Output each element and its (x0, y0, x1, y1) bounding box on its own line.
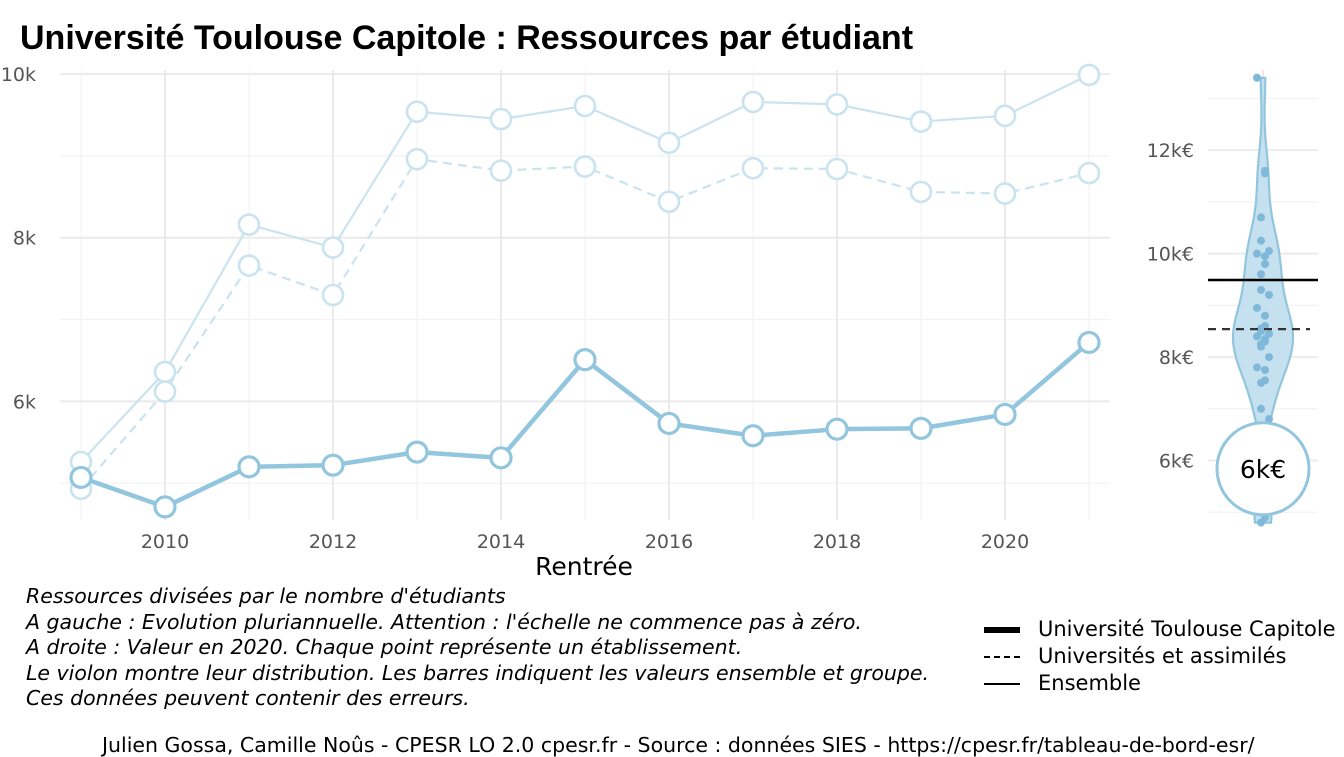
data-point (825, 93, 849, 116)
data-point (573, 348, 597, 372)
highlight-value-label: 6k€ (1240, 455, 1286, 484)
data-point (993, 402, 1017, 427)
chart-title: Université Toulouse Capitole : Ressource… (20, 19, 913, 57)
violin-point (1261, 252, 1269, 261)
violin-point (1261, 259, 1269, 268)
data-point (153, 495, 177, 519)
data-point (741, 424, 765, 448)
data-point (573, 94, 597, 118)
data-point (405, 440, 429, 464)
x-tick-label: 2020 (981, 531, 1029, 553)
y-tick-label: 10k (1, 64, 36, 86)
violin-point (1257, 285, 1265, 294)
data-point (153, 380, 177, 403)
violin-point (1253, 303, 1261, 312)
legend-item: Université Toulouse Capitole (984, 616, 1336, 643)
source-caption: Julien Gossa, Camille Noûs - CPESR LO 2.… (102, 733, 1255, 757)
data-point (489, 159, 513, 182)
data-point (741, 90, 765, 114)
x-tick-label: 2016 (645, 531, 693, 553)
violin-point (1261, 311, 1269, 320)
violin-point (1265, 291, 1273, 299)
data-point (909, 110, 933, 133)
x-tick-label: 2012 (309, 531, 357, 553)
violin-point (1257, 270, 1265, 279)
violin-point (1265, 353, 1273, 362)
data-point (741, 156, 765, 180)
violin-point (1265, 415, 1273, 424)
violin-tick-label: 10k€ (1147, 244, 1194, 266)
violin-point (1261, 169, 1269, 178)
legend-label: Ensemble (1038, 671, 1141, 695)
violin-point (1253, 332, 1261, 341)
line-chart-panel: 2010 2012 2014 2016 2018 2020 6k 8k 10k (1, 63, 1110, 553)
legend: Université Toulouse Capitole Universités… (984, 616, 1336, 697)
data-point (825, 157, 849, 181)
y-tick-label: 8k (13, 228, 36, 250)
data-point (657, 131, 681, 155)
data-point (825, 417, 849, 441)
violin-tick-label: 6k€ (1159, 451, 1194, 473)
x-tick-label: 2018 (813, 531, 861, 553)
data-point (321, 283, 345, 307)
data-point (993, 182, 1017, 205)
data-point (1077, 63, 1101, 87)
violin-point (1257, 342, 1265, 351)
legend-item: Universités et assimilés (984, 643, 1336, 670)
data-point (405, 100, 429, 124)
data-point (321, 236, 345, 259)
data-point (1077, 330, 1101, 355)
violin-chart-panel: 6k€ 8k€ 10k€ 12k€ 6k€ (1147, 70, 1318, 527)
chart-notes: Ressources divisées par le nombre d'étud… (26, 584, 929, 712)
legend-item: Ensemble (984, 670, 1336, 697)
data-point (237, 254, 261, 277)
data-point (573, 155, 597, 178)
highlight-value-circle (1215, 421, 1311, 517)
legend-label: Universités et assimilés (1038, 644, 1287, 668)
data-point (489, 446, 513, 470)
x-tick-label: 2010 (141, 531, 189, 553)
data-point (405, 147, 429, 171)
note-line: Le violon montre leur distribution. Les … (26, 660, 930, 685)
note-line: A droite : Valeur en 2020. Chaque point … (26, 635, 743, 659)
x-tick-label: 2014 (477, 531, 525, 553)
data-point (153, 360, 177, 384)
violin-point (1257, 378, 1265, 387)
note-line: Ressources divisées par le nombre d'étud… (26, 584, 506, 608)
legend-key-thin-line (984, 682, 1020, 685)
data-point (237, 455, 261, 479)
violin-tick-label: 12k€ (1147, 140, 1194, 162)
note-line: Ces données peuvent contenir des erreurs… (26, 686, 470, 710)
y-tick-label: 6k (13, 391, 36, 413)
violin-point (1261, 366, 1269, 374)
violin-point (1253, 363, 1261, 372)
violin-point (1257, 236, 1265, 245)
data-point (657, 411, 681, 436)
data-point (993, 104, 1017, 128)
data-point (321, 453, 345, 477)
data-point (69, 465, 93, 490)
data-point (237, 213, 261, 236)
violin-point (1253, 249, 1261, 258)
legend-label: Université Toulouse Capitole (1038, 617, 1336, 641)
violin-point (1257, 404, 1265, 413)
data-point (909, 180, 933, 204)
data-point (657, 190, 681, 214)
violin-point (1257, 213, 1265, 222)
data-point (1077, 161, 1101, 185)
violin-point (1253, 73, 1261, 82)
data-point (909, 416, 933, 440)
legend-key-thick-line (984, 626, 1020, 633)
legend-key-dashed-line (984, 655, 1020, 658)
violin-tick-label: 8k€ (1159, 347, 1194, 369)
violin-point (1257, 518, 1265, 527)
note-line: A gauche : Evolution pluriannuelle. Atte… (26, 609, 862, 634)
data-point (489, 107, 513, 131)
x-axis-title: Rentrée (535, 552, 633, 581)
